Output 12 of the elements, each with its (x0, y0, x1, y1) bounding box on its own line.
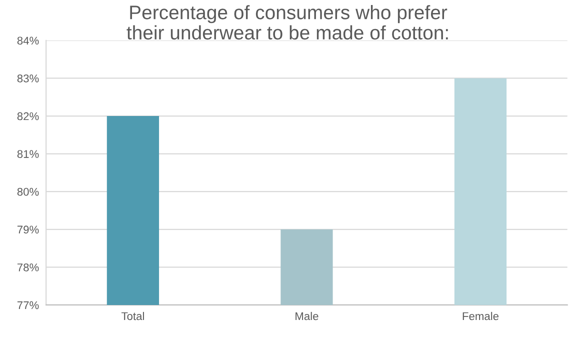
y-tick-label: 81% (17, 150, 39, 158)
y-tick-label: 82% (17, 112, 39, 120)
x-tick-label: Total (121, 312, 144, 320)
y-tick-label: 78% (17, 263, 39, 272)
y-tick-label: 80% (17, 188, 39, 196)
x-tick-label: Female (462, 312, 499, 320)
y-tick-label: 83% (17, 74, 39, 82)
chart-title: Percentage of consumers who prefer their underwear to be made of cotton: (126, 5, 448, 40)
y-tick-label: 77% (17, 301, 39, 310)
y-tick-label: 79% (17, 226, 39, 234)
y-tick-label: 84% (17, 36, 39, 45)
x-tick-label: Male (296, 312, 318, 320)
